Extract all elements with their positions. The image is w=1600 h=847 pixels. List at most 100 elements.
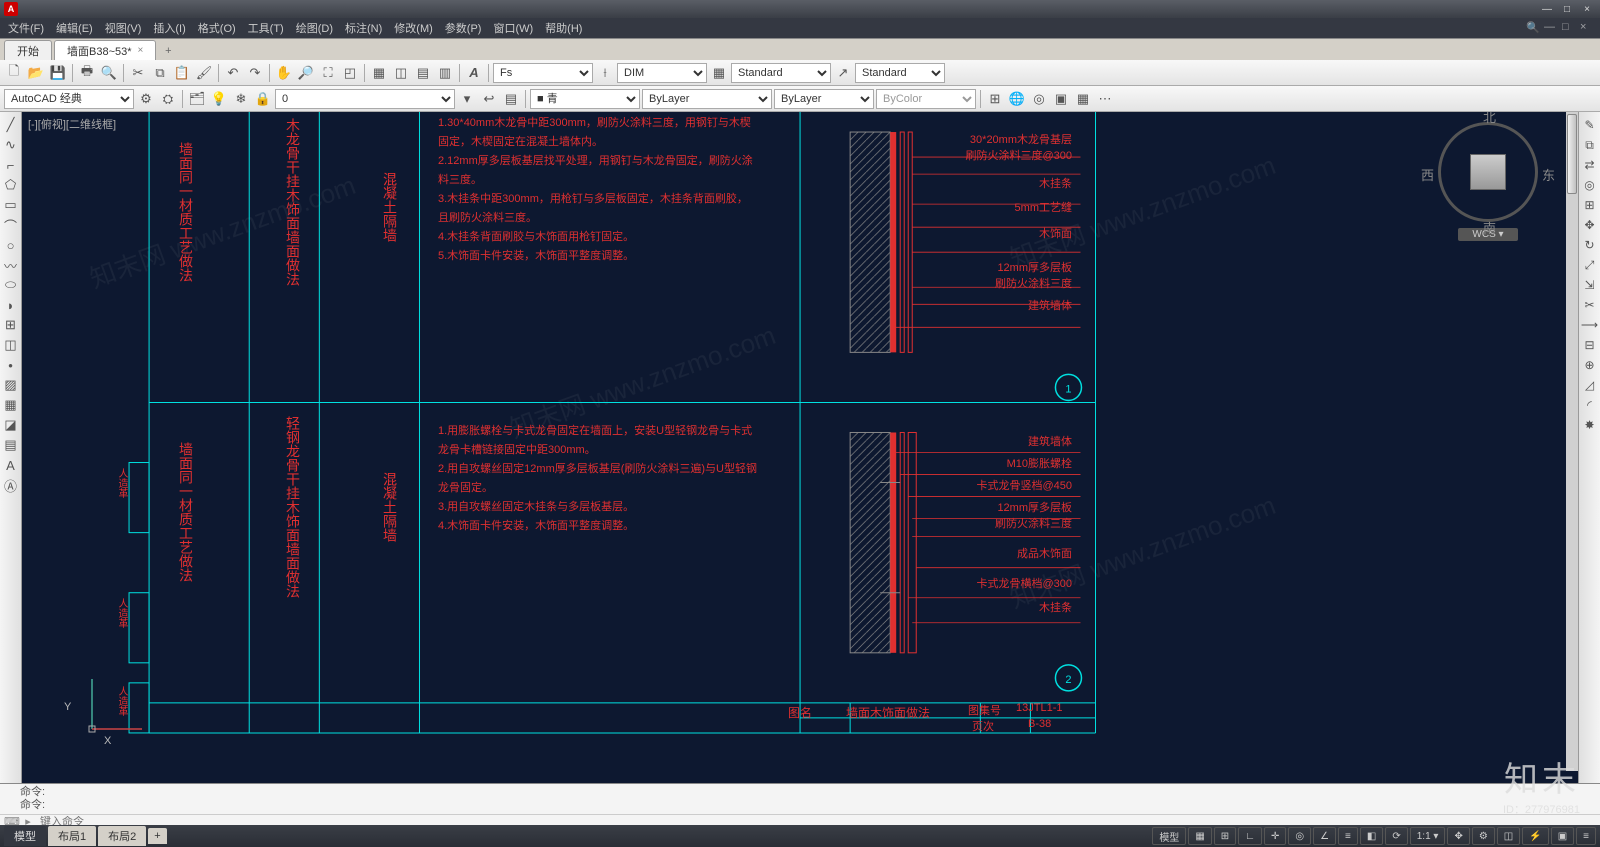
layout-tab-1[interactable]: 布局1 <box>48 826 96 846</box>
hw-accel-icon[interactable]: ⚡ <box>1522 827 1548 845</box>
scale-tool-icon[interactable]: ⤢ <box>1581 256 1599 274</box>
viewcube-face[interactable] <box>1470 154 1506 190</box>
otrack-toggle-icon[interactable]: ∠ <box>1313 827 1336 845</box>
chamfer-tool-icon[interactable]: ◿ <box>1581 376 1599 394</box>
layer-lock-icon[interactable]: 🔒 <box>253 89 273 109</box>
tab-new-button[interactable]: + <box>158 42 178 60</box>
stretch-tool-icon[interactable]: ⇲ <box>1581 276 1599 294</box>
polar-toggle-icon[interactable]: ✛ <box>1264 827 1286 845</box>
workspace-combo[interactable]: AutoCAD 经典 <box>4 89 134 109</box>
extend-tool-icon[interactable]: ⟶ <box>1581 316 1599 334</box>
table-style-combo[interactable]: Standard <box>731 63 831 83</box>
menu-insert[interactable]: 插入(I) <box>147 20 191 36</box>
menu-draw[interactable]: 绘图(D) <box>290 20 339 36</box>
explode-tool-icon[interactable]: ✸ <box>1581 416 1599 434</box>
minimize-button[interactable]: — <box>1538 2 1556 16</box>
transparency-icon[interactable]: ◧ <box>1360 827 1383 845</box>
toolbar-icon[interactable]: ▦ <box>1073 89 1093 109</box>
join-tool-icon[interactable]: ⊕ <box>1581 356 1599 374</box>
arc-tool-icon[interactable]: ⌒ <box>2 216 20 234</box>
layer-state-icon[interactable]: ▤ <box>501 89 521 109</box>
cycle-icon[interactable]: ⟳ <box>1385 827 1407 845</box>
drawing-canvas[interactable]: [-][俯视][二维线框] 知末网 www.znzmo.com 知末网 www.… <box>22 112 1578 783</box>
fillet-tool-icon[interactable]: ◜ <box>1581 396 1599 414</box>
menu-view[interactable]: 视图(V) <box>99 20 148 36</box>
layout-tab-add[interactable]: + <box>148 828 166 844</box>
region-tool-icon[interactable]: ◪ <box>2 416 20 434</box>
menu-edit[interactable]: 编辑(E) <box>50 20 99 36</box>
erase-tool-icon[interactable]: ✎ <box>1581 116 1599 134</box>
color-combo[interactable]: ■ 青 <box>530 89 640 109</box>
rotate-tool-icon[interactable]: ↻ <box>1581 236 1599 254</box>
sheet-icon[interactable]: ▥ <box>435 63 455 83</box>
viewcube-north[interactable]: 北 <box>1483 112 1496 126</box>
text-style-icon[interactable]: A <box>464 63 484 83</box>
view-icon[interactable]: 🌐 <box>1007 89 1027 109</box>
tab-start[interactable]: 开始 <box>4 40 52 60</box>
preview-icon[interactable]: 🔍 <box>99 63 119 83</box>
lweight-toggle-icon[interactable]: ≡ <box>1338 827 1358 845</box>
open-icon[interactable]: 📂 <box>26 63 46 83</box>
block-tool-icon[interactable]: ◫ <box>2 336 20 354</box>
circle-tool-icon[interactable]: ○ <box>2 236 20 254</box>
status-model[interactable]: 模型 <box>1152 827 1186 845</box>
pline-tool-icon[interactable]: ∿ <box>2 136 20 154</box>
nav-icon[interactable]: ◎ <box>1029 89 1049 109</box>
tab-close-icon[interactable]: × <box>138 45 144 56</box>
rect-tool-icon[interactable]: ▭ <box>2 196 20 214</box>
layer-combo[interactable]: 0 <box>275 89 455 109</box>
viewcube-west[interactable]: 西 <box>1421 165 1434 184</box>
ucs-icon[interactable]: ⊞ <box>985 89 1005 109</box>
dim-icon[interactable]: ⟊ <box>595 63 615 83</box>
viewcube-south[interactable]: 南 <box>1483 218 1496 237</box>
point-tool-icon[interactable]: • <box>2 356 20 374</box>
ws-gear-icon[interactable]: ⛭ <box>158 89 178 109</box>
move-tool-icon[interactable]: ✥ <box>1581 216 1599 234</box>
design-icon[interactable]: ◫ <box>391 63 411 83</box>
copy-icon[interactable]: ⧉ <box>150 63 170 83</box>
zoom-icon[interactable]: 🔎 <box>296 63 316 83</box>
tool-icon[interactable]: ▤ <box>413 63 433 83</box>
trim-tool-icon[interactable]: ✂ <box>1581 296 1599 314</box>
close-button[interactable]: × <box>1578 2 1596 16</box>
scrollbar-thumb[interactable] <box>1567 114 1577 194</box>
ws-settings-icon[interactable]: ⚙ <box>136 89 156 109</box>
gradient-tool-icon[interactable]: ▦ <box>2 396 20 414</box>
isolate-icon[interactable]: ◫ <box>1497 827 1520 845</box>
mleader-icon[interactable]: ↗ <box>833 63 853 83</box>
pan-icon[interactable]: ✋ <box>274 63 294 83</box>
undo-icon[interactable]: ↶ <box>223 63 243 83</box>
layer-freeze-icon[interactable]: ❄ <box>231 89 251 109</box>
layout-tab-2[interactable]: 布局2 <box>98 826 146 846</box>
print-icon[interactable]: 🖶 <box>77 63 97 83</box>
tab-document[interactable]: 墙面B38~53* × <box>54 40 156 60</box>
clean-icon[interactable]: ▣ <box>1551 827 1574 845</box>
save-icon[interactable]: 💾 <box>48 63 68 83</box>
mleader-combo[interactable]: Standard <box>855 63 945 83</box>
array-tool-icon[interactable]: ⊞ <box>1581 196 1599 214</box>
menu-dimension[interactable]: 标注(N) <box>339 20 388 36</box>
copy-tool-icon[interactable]: ⧉ <box>1581 136 1599 154</box>
props-icon[interactable]: ▦ <box>369 63 389 83</box>
menu-param[interactable]: 参数(P) <box>439 20 488 36</box>
osnap-toggle-icon[interactable]: ◎ <box>1288 827 1311 845</box>
polygon-tool-icon[interactable]: ⬠ <box>2 176 20 194</box>
snap-toggle-icon[interactable]: ⊞ <box>1214 827 1236 845</box>
menu-format[interactable]: 格式(O) <box>192 20 242 36</box>
break-tool-icon[interactable]: ⊟ <box>1581 336 1599 354</box>
customize-icon[interactable]: ≡ <box>1576 827 1596 845</box>
redo-icon[interactable]: ↷ <box>245 63 265 83</box>
mtext-tool-icon[interactable]: Ⓐ <box>2 476 20 494</box>
layer-match-icon[interactable]: ▾ <box>457 89 477 109</box>
viewcube-east[interactable]: 东 <box>1542 165 1555 184</box>
layout-tab-model[interactable]: 模型 <box>4 826 46 846</box>
qat-max-icon[interactable]: □ <box>1562 21 1576 35</box>
menu-window[interactable]: 窗口(W) <box>487 20 539 36</box>
extra-icon[interactable]: ⋯ <box>1095 89 1115 109</box>
viewcube-ring[interactable]: 北 南 东 西 <box>1438 122 1538 222</box>
lineweight-combo[interactable]: ByLayer <box>774 89 874 109</box>
polyline-tool-icon[interactable]: ⌐ <box>2 156 20 174</box>
menu-tools[interactable]: 工具(T) <box>242 20 290 36</box>
offset-tool-icon[interactable]: ◎ <box>1581 176 1599 194</box>
layer-props-icon[interactable]: 🗂 <box>187 89 207 109</box>
